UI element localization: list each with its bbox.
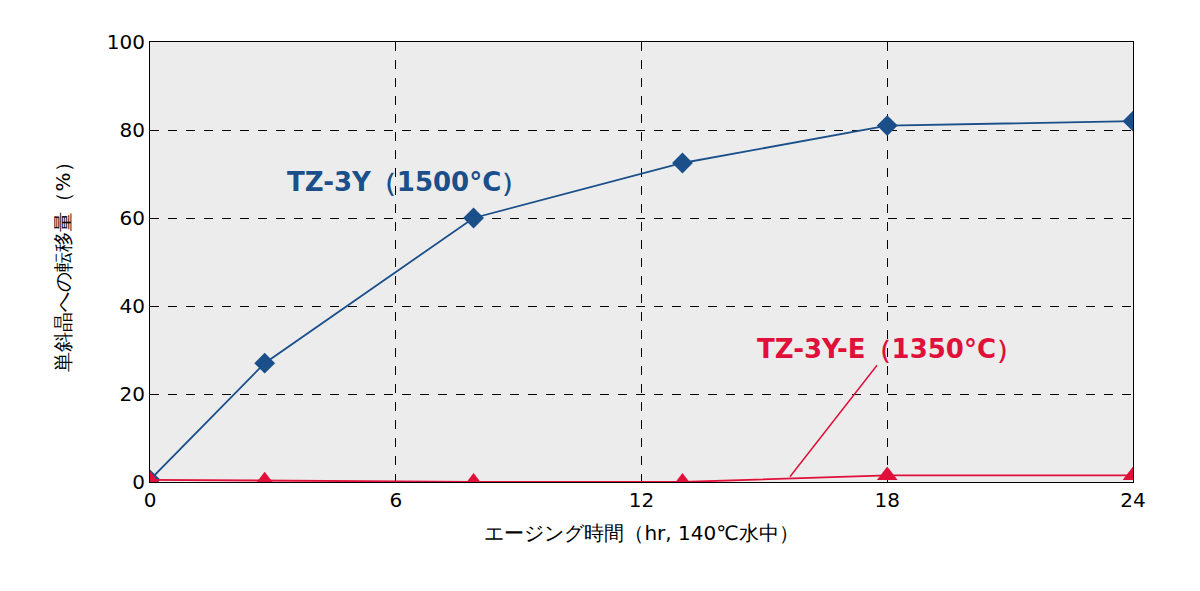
svg-text:12: 12: [629, 488, 654, 512]
svg-text:18: 18: [875, 488, 900, 512]
svg-text:24: 24: [1120, 488, 1145, 512]
svg-text:エージング時間（hr, 140℃水中）: エージング時間（hr, 140℃水中）: [484, 521, 798, 545]
svg-text:20: 20: [120, 382, 145, 406]
svg-text:100: 100: [107, 30, 145, 54]
svg-text:6: 6: [389, 488, 402, 512]
svg-text:60: 60: [120, 206, 145, 230]
svg-text:80: 80: [120, 118, 145, 142]
svg-text:0: 0: [144, 488, 157, 512]
svg-text:単斜晶への転移量（%）: 単斜晶への転移量（%）: [51, 152, 75, 371]
svg-text:40: 40: [120, 294, 145, 318]
svg-text:0: 0: [132, 470, 145, 494]
svg-text:TZ-3Y-E（1350°C）: TZ-3Y-E（1350°C）: [757, 334, 1022, 364]
svg-text:TZ-3Y（1500°C）: TZ-3Y（1500°C）: [287, 167, 527, 197]
